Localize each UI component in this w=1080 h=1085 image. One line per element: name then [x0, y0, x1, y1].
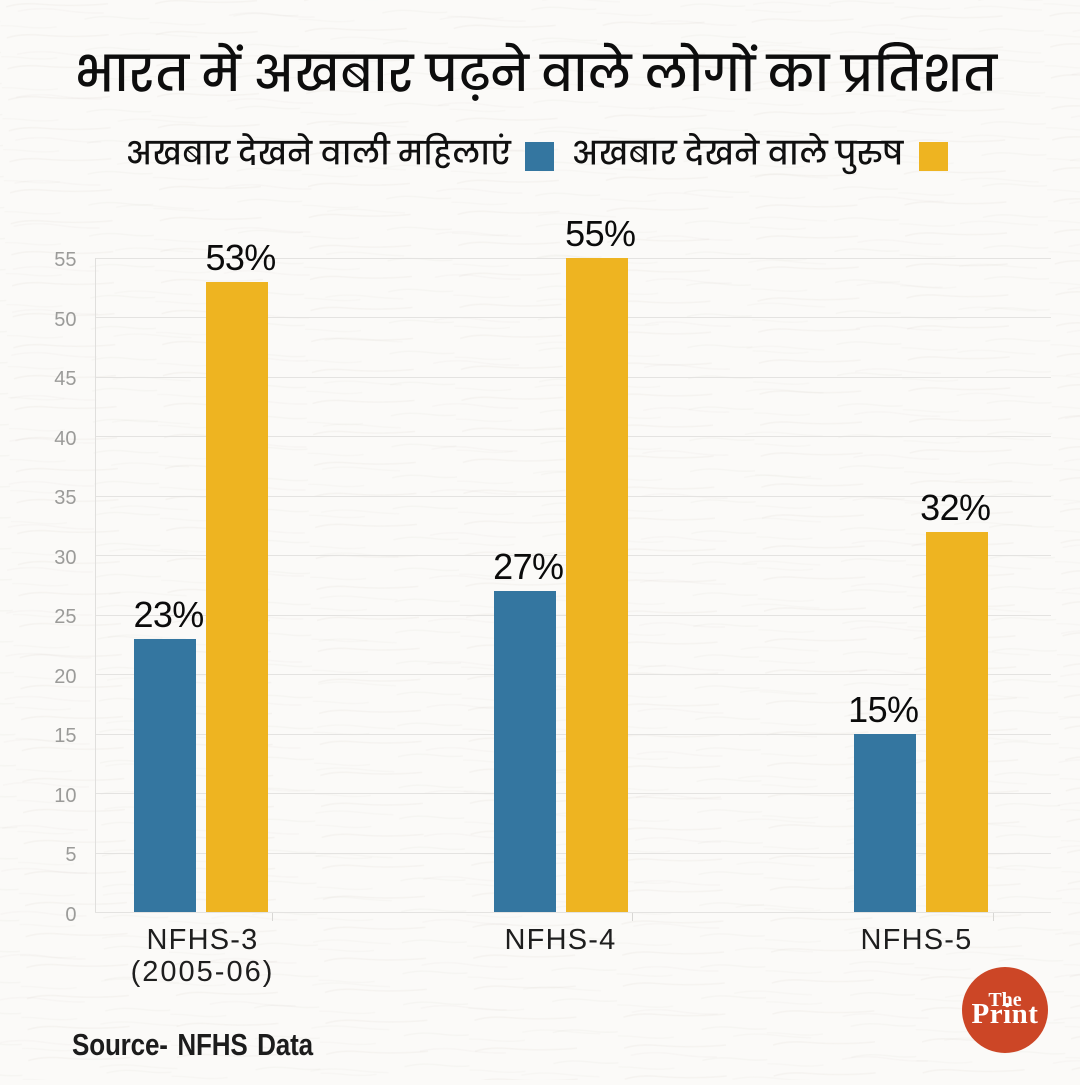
bar-men-0	[206, 282, 269, 913]
y-axis-line	[95, 258, 96, 913]
gridline-0	[95, 912, 1051, 913]
x-category-label-0: NFHS-3 (2005-06)	[43, 924, 363, 988]
x-category-label-1-line1: NFHS-4	[504, 923, 617, 956]
y-tick-label-20: 20	[54, 665, 77, 688]
y-tick-label-15: 15	[54, 725, 77, 748]
x-category-label-2-line1: NFHS-5	[860, 923, 973, 956]
y-tick-label-0: 0	[65, 903, 77, 926]
x-axis-tick-2	[992, 912, 994, 921]
y-tick-label-40: 40	[54, 427, 77, 450]
y-tick-label-30: 30	[54, 546, 77, 569]
value-label-women-0: 23%	[133, 593, 204, 635]
y-tick-label-10: 10	[54, 784, 77, 807]
x-category-label-2: NFHS-5	[757, 924, 1077, 956]
value-label-men-1: 55%	[565, 213, 636, 255]
logo-line1: The	[988, 989, 1022, 1011]
legend-swatch-women	[525, 142, 554, 171]
bar-women-0	[134, 638, 197, 913]
y-tick-label-50: 50	[54, 308, 77, 331]
page-title-shape	[74, 38, 999, 101]
source-note: Source- NFHS Data	[72, 1027, 313, 1062]
bar-women-1	[494, 591, 556, 913]
value-label-women-1: 27%	[493, 546, 564, 588]
y-tick-label-5: 5	[65, 844, 77, 867]
bar-women-2	[853, 734, 916, 913]
logo-line2: Print	[971, 998, 1039, 1030]
x-category-label-0-line2: (2005-06)	[130, 955, 275, 988]
bar-men-1	[566, 258, 628, 913]
value-label-men-0: 53%	[205, 236, 276, 278]
legend-label-men-shape	[571, 130, 904, 174]
legend-label-women-shape	[125, 130, 511, 168]
x-category-label-1: NFHS-4	[401, 924, 721, 956]
value-label-men-2: 32%	[920, 486, 991, 528]
theprint-logo: The Print	[962, 967, 1048, 1053]
y-tick-label-35: 35	[54, 487, 77, 510]
y-tick-label-45: 45	[54, 368, 77, 391]
y-tick-label-55: 55	[54, 249, 77, 272]
bar-men-2	[925, 531, 988, 913]
x-axis-tick-0	[271, 912, 273, 921]
x-category-label-0-line1: NFHS-3	[146, 923, 259, 956]
legend-swatch-men	[919, 142, 948, 171]
x-axis-tick-1	[632, 912, 633, 921]
value-label-women-2: 15%	[848, 688, 919, 730]
y-tick-label-25: 25	[54, 606, 77, 629]
